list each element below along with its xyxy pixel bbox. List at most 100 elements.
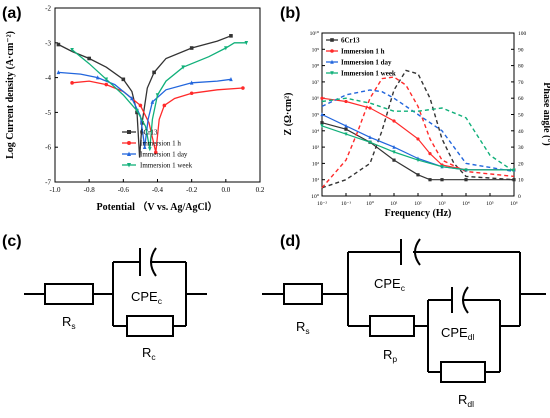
plot-b-y2-tick-label: 10	[518, 178, 524, 184]
plot-b-y2-tick-label: 90	[518, 47, 524, 53]
plot-a-y-tick-label: -5	[45, 109, 51, 117]
label-rp: Rp	[383, 347, 397, 364]
plot-b-modulus-point	[440, 178, 444, 182]
plot-b-y-tick-label: 10⁴	[312, 129, 320, 135]
resistor-rs-c	[44, 283, 94, 305]
plot-b-x-tick-label: 10⁻¹	[341, 201, 351, 207]
plot-b-y2-tick-label: 60	[518, 96, 524, 102]
plot-b-modulus-point	[344, 99, 348, 104]
plot-b-series	[320, 69, 516, 189]
plot-a-series-point	[189, 46, 194, 50]
plot-a-series-point	[56, 70, 61, 75]
plot-a-series-point	[224, 46, 228, 51]
plot-b-legend: 6Cr13 Immersion 1 h Immersion 1 day Immersi…	[326, 37, 396, 78]
plot-b-y-tick-label: 10²	[312, 161, 320, 167]
plot-b-y-tick-label: 10⁸	[312, 64, 320, 70]
plot-a-legend: 6Cr13 Immersion 1 h Immersion 1 day Immersi…	[122, 129, 193, 170]
resistor-rdl	[440, 361, 486, 383]
plot-b-phase-line-0	[321, 69, 515, 189]
panel-c-label: (c)	[2, 233, 22, 250]
plot-b-y-tick-label: 10⁵	[312, 113, 320, 119]
plot-b-modulus-point	[320, 124, 324, 129]
plot-b-modulus-point	[440, 165, 444, 169]
plot-a-x-tick-label: -1.0	[49, 186, 61, 194]
plot-b-modulus-point	[344, 123, 348, 128]
plot-b-y-tick-label: 10³	[312, 145, 320, 151]
plot-a-series-point	[130, 96, 134, 101]
label-cpe-dl: CPEdl	[441, 325, 474, 342]
label-rdl: Rdl	[458, 392, 474, 409]
plot-a-y-tick-label: -6	[45, 144, 51, 152]
plot-b-modulus-point	[416, 137, 420, 141]
plot-b-modulus-point	[392, 158, 396, 162]
plot-a-series-line-0	[58, 35, 232, 158]
circuit-d	[262, 238, 546, 383]
plot-a-x-tick-label: 0.2	[256, 186, 265, 194]
plot-a-series-point	[152, 70, 156, 75]
plot-b-modulus-point	[368, 106, 372, 110]
plot-a-series-point	[135, 108, 139, 113]
plot-a-x-tick-label: 0.0	[221, 186, 230, 194]
plot-a-series-point	[104, 82, 109, 87]
plot-b-legend-marker	[330, 59, 334, 64]
plot-b-phase-line-1	[321, 76, 515, 189]
plot-b-y2-tick-label: 0	[518, 194, 521, 200]
plot-b-legend-label: Immersion 1 h	[341, 48, 385, 56]
plot-b-phase-line-3	[321, 97, 515, 173]
plot-a-series	[56, 34, 249, 158]
plot-a-y-ticks: -2 -3 -4 -5 -6 -7	[45, 5, 58, 187]
label-rs-c: Rs	[62, 314, 76, 331]
resistor-rc	[126, 315, 174, 337]
plot-b-legend-marker	[330, 71, 334, 76]
plot-b-legend-label: 6Cr13	[341, 37, 360, 45]
plot-a-series-point	[70, 81, 74, 85]
plot-b-modulus-point	[416, 158, 420, 163]
plot-a-series-point	[138, 103, 143, 108]
plot-b-y2-tick-label: 100	[518, 31, 527, 37]
plot-b-y-tick-label: 10¹⁰	[310, 30, 320, 37]
plot-a-series-point	[87, 56, 91, 61]
plot-b-x-title: Frequency (Hz)	[385, 208, 452, 219]
plot-b-y2-tick-label: 20	[518, 161, 524, 167]
plot-b-y2-tick-label: 70	[518, 80, 524, 86]
plot-a-series-point	[229, 34, 233, 38]
plot-b-x-tick-label: 10⁵	[486, 201, 494, 207]
plot-a-legend-label: Immersion 1 day	[140, 151, 188, 159]
plot-b-y2-tick-label: 50	[518, 113, 524, 119]
plot-a-y-tick-label: -3	[45, 39, 51, 47]
plot-b-y2-title: Phase angle (°)	[541, 82, 550, 145]
plot-b-modulus-point	[512, 178, 516, 182]
label-cpe-c-d: CPEc	[374, 276, 406, 293]
plot-a-series-point	[229, 77, 233, 82]
plot-b-y-tick-label: 10¹	[312, 178, 320, 184]
plot-a-y-tick-label: -4	[45, 74, 51, 82]
polarization-chart: -1.0 -0.8 -0.6 -0.4 -0.2 0.0 0.2 -2-3-4-5-6-7 …	[5, 5, 265, 214]
plot-a-y-tick-label: -7	[45, 179, 51, 187]
plot-b-modulus-line-0	[321, 122, 514, 181]
plot-a-series-point	[56, 42, 61, 47]
plot-b-x-tick-label: 10¹	[390, 201, 398, 207]
plot-b-y2-tick-label: 40	[518, 129, 524, 135]
plot-a-series-point	[189, 80, 194, 85]
plot-a-y-title: Log Current density (A·cm⁻²)	[5, 31, 16, 159]
plot-b-modulus-point	[344, 127, 348, 131]
plot-a-x-tick-label: -0.4	[152, 186, 164, 194]
resistor-rp	[369, 315, 415, 337]
plot-a-series-point	[181, 65, 185, 70]
plot-a-x-title: Potential （V vs. Ag/AgCl）	[97, 200, 218, 213]
plot-a-series-point	[155, 93, 160, 98]
label-rs-d: Rs	[296, 319, 310, 336]
plot-b-modulus-point	[392, 150, 396, 155]
plot-b-modulus-point	[512, 168, 516, 173]
plot-b-legend-marker	[330, 49, 334, 53]
plot-b-x-tick-label: 10³	[438, 201, 446, 207]
plot-b-phase-line-2	[321, 89, 515, 173]
plot-b-modulus-point	[320, 112, 324, 117]
plot-b-modulus-point	[392, 145, 396, 149]
plot-a-series-point	[153, 150, 158, 155]
plot-a-series-point	[140, 121, 144, 125]
label-cpe-c: CPEc	[131, 289, 163, 306]
plot-b-x-tick-label: 10⁻²	[317, 201, 327, 207]
plot-a-legend-marker	[127, 141, 131, 145]
plot-b-legend-label: Immersion 1 week	[341, 70, 396, 78]
